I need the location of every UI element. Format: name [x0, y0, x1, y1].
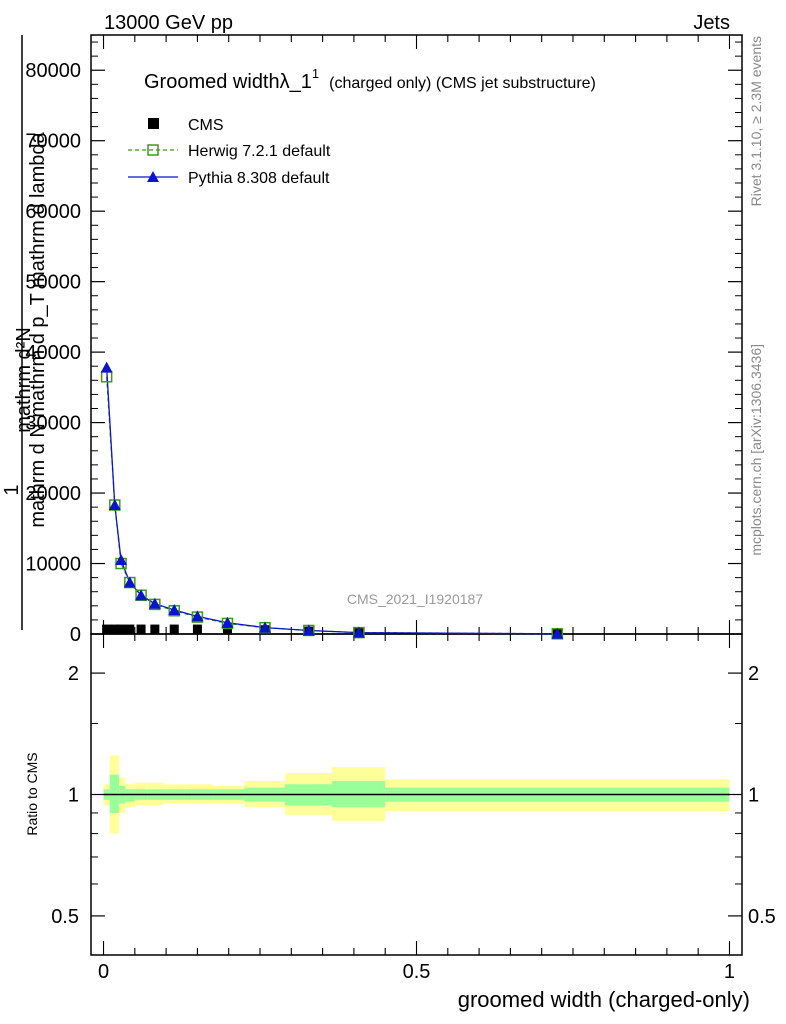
ratio-ytick-label-right: 2	[748, 663, 759, 685]
legend-cms-label: CMS	[188, 117, 224, 134]
cms-point	[169, 624, 179, 634]
ratio-ytick-label: 1	[68, 785, 79, 807]
xlabel: groomed width (charged-only)	[458, 987, 750, 1012]
analysis-id: CMS_2021_I1920187	[347, 591, 483, 607]
pythia-point	[115, 554, 128, 566]
xtick-label: 1	[724, 961, 735, 983]
main-ytick-label: 80000	[25, 60, 81, 82]
rivet-info: Rivet 3.1.10, ≥ 2.3M events	[748, 36, 764, 206]
ylabel-denominator: mathrm d N mathrm d p_T mathrm d lambda	[27, 131, 49, 527]
main-ytick-label: 10000	[25, 554, 81, 576]
pythia-line	[106, 367, 558, 635]
ratio-ytick-label-right: 0.5	[748, 906, 776, 928]
ylabel-prefactor: 1	[1, 484, 23, 495]
header-left: 13000 GeV pp	[104, 12, 233, 34]
ylabel-numerator: mathrm d²N	[13, 327, 35, 433]
legend: CMS Herwig 7.2.1 default Pythia 8.308 de…	[128, 117, 331, 187]
main-axis-ticks: 0 10000 20000 30000 40000 50000 60000 70000 8000…	[25, 35, 742, 983]
pythia-point	[168, 604, 181, 616]
legend-herwig-label: Herwig 7.2.1 default	[188, 143, 331, 160]
header-right: Jets	[693, 12, 730, 34]
pythia-point	[352, 626, 365, 638]
pythia-point	[123, 576, 136, 588]
cms-point	[125, 624, 135, 634]
main-ytick-label: 60000	[25, 201, 81, 223]
pythia-point	[221, 616, 234, 628]
legend-pythia-marker	[147, 171, 159, 182]
ratio-ylabel: Ratio to CMS	[24, 752, 40, 835]
pythia-point	[135, 589, 148, 601]
plot-title: Groomed widthλ_11(charged only) (CMS jet…	[144, 66, 596, 93]
ratio-ytick-label-right: 1	[748, 785, 759, 807]
pythia-point	[100, 361, 113, 373]
mcplots-info: mcplots.cern.ch [arXiv:1306.3436]	[748, 344, 764, 556]
pythia-point	[302, 624, 315, 636]
cms-point	[192, 624, 202, 634]
legend-herwig-marker	[147, 144, 159, 156]
main-ytick-label: 40000	[25, 342, 81, 364]
series-layer	[100, 361, 564, 640]
ratio-band-inner	[125, 789, 135, 802]
pythia-point	[148, 597, 161, 609]
main-ytick-label: 0	[70, 624, 81, 646]
ratio-ytick-label: 2	[68, 663, 79, 685]
xtick-label: 0	[98, 961, 109, 983]
pythia-point	[191, 610, 204, 622]
ratio-axis-ticks: 0.5 0.5 1 1 2 2	[51, 663, 776, 928]
cms-point	[136, 624, 146, 634]
xtick-label: 0.5	[403, 961, 431, 983]
pythia-point	[108, 499, 121, 511]
cms-point	[116, 624, 126, 634]
cms-point	[102, 624, 112, 634]
legend-cms-marker	[148, 118, 159, 129]
main-ylabel: 1 mathrm d²N mathrm d N mathrm d p_T mat…	[1, 35, 49, 630]
pythia-point	[551, 627, 564, 639]
cms-point	[150, 624, 160, 634]
main-ytick-label: 70000	[25, 131, 81, 153]
main-ytick-label: 30000	[25, 413, 81, 435]
legend-pythia-label: Pythia 8.308 default	[188, 170, 330, 187]
cms-point	[110, 624, 120, 634]
ratio-ytick-label: 0.5	[51, 906, 79, 928]
main-ytick-label: 20000	[25, 483, 81, 505]
main-ytick-label: 50000	[25, 272, 81, 294]
pythia-point	[259, 621, 272, 633]
herwig-line	[106, 376, 558, 635]
